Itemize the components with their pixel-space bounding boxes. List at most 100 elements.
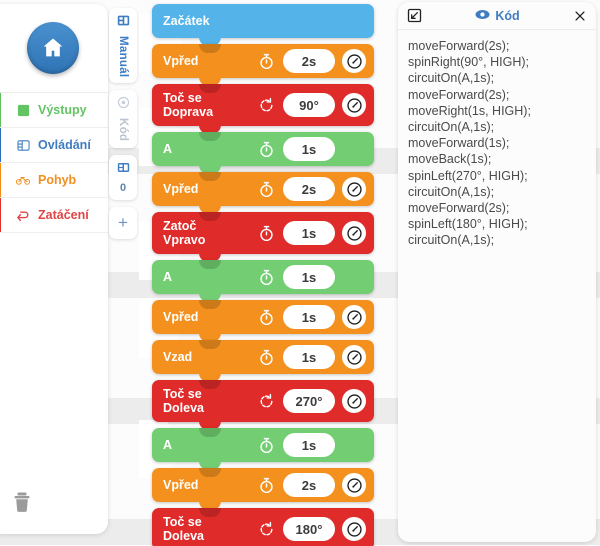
block-notch-bottom — [199, 165, 221, 174]
block-notch-bottom — [199, 333, 221, 342]
block-value-field[interactable]: 2s — [283, 49, 335, 73]
block-stack[interactable]: Začátek Vpřed 2s Toč se Doprava 90° A 1s V… — [152, 4, 374, 546]
block-value-field[interactable]: 2s — [283, 177, 335, 201]
resize-icon[interactable] — [407, 8, 422, 23]
stopwatch-icon — [256, 53, 276, 70]
block-4[interactable]: Vpřed 2s — [152, 172, 374, 214]
rail-tab-kod-label: Kód — [117, 118, 129, 142]
block-6[interactable]: A 1s — [152, 260, 374, 302]
block-value-field[interactable]: 180° — [283, 517, 335, 541]
speedometer-icon[interactable] — [342, 49, 366, 73]
block-notch-top — [199, 468, 221, 477]
block-label: Vpřed — [163, 182, 199, 196]
block-label: A — [163, 142, 173, 156]
block-11[interactable]: Vpřed 2s — [152, 468, 374, 510]
trash-icon[interactable] — [12, 491, 32, 518]
code-panel-title: Kód — [495, 8, 520, 23]
sidebar-item-zaten[interactable]: Zatáčení — [0, 198, 108, 233]
block-10[interactable]: A 1s — [152, 428, 374, 470]
block-notch-bottom — [199, 125, 221, 134]
block-notch-bottom — [199, 373, 221, 382]
sidebar-item-label: Ovládání — [38, 138, 91, 152]
close-icon[interactable] — [573, 9, 587, 23]
block-notch-bottom — [199, 421, 221, 430]
block-notch-top — [199, 44, 221, 53]
block-5[interactable]: Zatoč Vpravo 1s — [152, 212, 374, 262]
code-line-5: circuitOn(A,1s); — [408, 120, 495, 135]
code-line-3: moveForward(2s); — [408, 87, 510, 102]
rail-tab-manual[interactable]: Manuál — [109, 8, 137, 84]
block-value-field[interactable]: 1s — [283, 221, 335, 245]
block-value-field[interactable]: 2s — [283, 473, 335, 497]
block-label: A — [163, 438, 173, 452]
block-value-field[interactable]: 90° — [283, 93, 335, 117]
tab-rail[interactable]: Manuál Kód 0 + — [109, 8, 139, 246]
block-value-field[interactable]: 1s — [283, 305, 335, 329]
sidebar-item-vstupy[interactable]: Výstupy — [0, 93, 108, 128]
speedometer-icon[interactable] — [342, 93, 366, 117]
code-text-area[interactable]: moveForward(2s); spinRight(90°, HIGH); cir… — [398, 30, 596, 257]
speedometer-icon[interactable] — [342, 389, 366, 413]
block-2[interactable]: Toč se Doprava 90° — [152, 84, 374, 134]
sidebar-item-label: Zatáčení — [38, 208, 89, 222]
stopwatch-icon — [256, 141, 276, 158]
rail-tab-kod[interactable]: Kód — [109, 90, 137, 148]
block-value-field[interactable]: 1s — [283, 433, 335, 457]
code-line-4: moveRight(1s, HIGH); — [408, 103, 531, 118]
rail-counter-value: 0 — [119, 181, 127, 194]
panel-split-icon — [117, 161, 130, 179]
block-label: Toč se Doleva — [163, 515, 204, 543]
block-label: A — [163, 270, 173, 284]
block-value-field[interactable]: 1s — [283, 265, 335, 289]
home-button[interactable] — [0, 4, 108, 92]
block-value-field[interactable]: 270° — [283, 389, 335, 413]
code-line-11: spinLeft(180°, HIGH); — [408, 217, 528, 232]
speedometer-icon[interactable] — [342, 345, 366, 369]
code-line-7: moveBack(1s); — [408, 152, 492, 167]
block-value-field[interactable]: 1s — [283, 137, 335, 161]
block-notch-top — [199, 340, 221, 349]
square-icon — [16, 103, 30, 117]
sidebar-item-ovldn[interactable]: Ovládání — [0, 128, 108, 163]
speedometer-icon[interactable] — [342, 305, 366, 329]
block-label: Vpřed — [163, 54, 199, 68]
category-list[interactable]: Výstupy Ovládání Pohyb Zatáčení — [0, 92, 108, 233]
sidebar-item-label: Výstupy — [38, 103, 87, 117]
speedometer-icon[interactable] — [342, 473, 366, 497]
sidebar-item-pohyb[interactable]: Pohyb — [0, 163, 108, 198]
stopwatch-icon — [256, 309, 276, 326]
code-line-2: circuitOn(A,1s); — [408, 71, 495, 86]
stopwatch-icon — [256, 477, 276, 494]
rail-tab-manual-label: Manuál — [117, 36, 129, 78]
rotate-icon — [256, 393, 276, 410]
block-3[interactable]: A 1s — [152, 132, 374, 174]
plus-icon: + — [118, 212, 128, 232]
block-12[interactable]: Toč se Doleva 180° — [152, 508, 374, 546]
eye-icon — [475, 9, 490, 23]
code-panel-header: Kód — [398, 2, 596, 30]
rail-tab-add[interactable]: + — [109, 206, 137, 239]
block-label: Začátek — [163, 14, 210, 28]
speedometer-icon[interactable] — [342, 221, 366, 245]
code-line-6: moveForward(1s); — [408, 136, 510, 151]
block-1[interactable]: Vpřed 2s — [152, 44, 374, 86]
code-line-8: spinLeft(270°, HIGH); — [408, 168, 528, 183]
block-9[interactable]: Toč se Doleva 270° — [152, 380, 374, 430]
block-notch-bottom — [199, 293, 221, 302]
speedometer-icon[interactable] — [342, 177, 366, 201]
block-notch-bottom — [199, 253, 221, 262]
block-7[interactable]: Vpřed 1s — [152, 300, 374, 342]
rail-tab-counter[interactable]: 0 — [109, 154, 137, 200]
block-notch-top — [199, 428, 221, 437]
block-value-field[interactable]: 1s — [283, 345, 335, 369]
block-label: Vpřed — [163, 310, 199, 324]
target-icon — [117, 96, 130, 114]
blocks-canvas[interactable]: Začátek Vpřed 2s Toč se Doprava 90° A 1s V… — [139, 0, 384, 546]
stopwatch-icon — [256, 349, 276, 366]
block-0[interactable]: Začátek — [152, 4, 374, 46]
block-notch-bottom — [199, 77, 221, 86]
block-8[interactable]: Vzad 1s — [152, 340, 374, 382]
speedometer-icon[interactable] — [342, 517, 366, 541]
stopwatch-icon — [256, 437, 276, 454]
